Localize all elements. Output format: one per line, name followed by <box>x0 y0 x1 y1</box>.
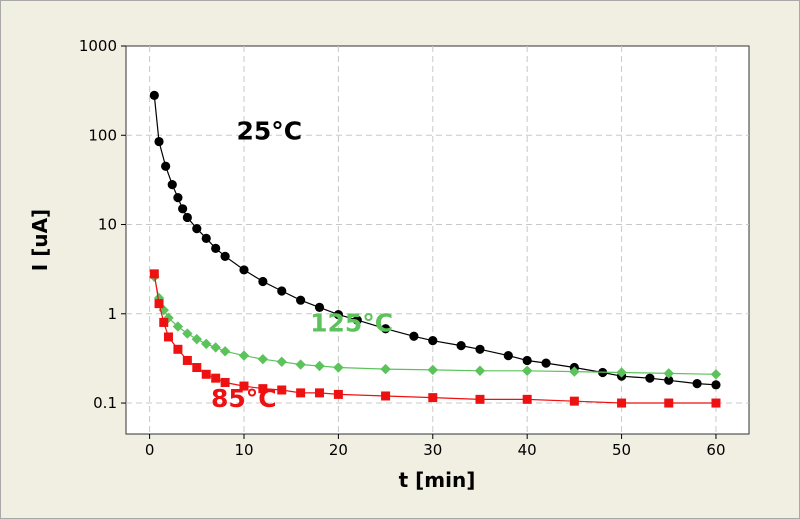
data-point <box>456 341 466 351</box>
data-point <box>220 377 230 387</box>
data-point <box>182 212 192 223</box>
data-point <box>616 367 627 378</box>
data-point <box>239 381 249 391</box>
data-point <box>154 136 164 147</box>
data-point <box>522 355 532 366</box>
axes: 0 10 20 30 40 50 60 1000 100 10 1 0.1 <box>79 37 726 459</box>
data-point <box>541 358 551 368</box>
data-point <box>173 193 183 203</box>
data-point <box>710 369 722 380</box>
data-point <box>333 309 343 320</box>
data-point <box>428 336 438 346</box>
series-85c <box>149 269 721 408</box>
data-point <box>380 363 391 375</box>
data-point <box>409 331 419 341</box>
series-125c <box>149 271 722 380</box>
data-point <box>296 388 306 398</box>
data-point <box>381 391 391 401</box>
data-point <box>333 362 344 373</box>
data-point <box>154 299 164 309</box>
data-point <box>173 344 183 354</box>
data-point <box>333 389 343 399</box>
data-point <box>178 204 188 214</box>
data-point <box>664 398 674 408</box>
data-point <box>182 355 192 365</box>
data-point <box>314 302 325 312</box>
x-axis-title: t [min] <box>399 468 476 492</box>
data-point <box>475 394 485 404</box>
data-point <box>569 366 580 377</box>
series-25c <box>149 90 721 390</box>
x-tick-label: 20 <box>329 441 348 459</box>
data-point <box>296 295 306 305</box>
x-tick-label: 10 <box>234 441 253 459</box>
data-point <box>427 364 438 376</box>
series-layer <box>149 90 722 408</box>
data-point <box>352 315 362 325</box>
data-point <box>664 375 674 385</box>
data-point <box>211 373 221 383</box>
data-point <box>276 356 287 367</box>
data-point <box>277 385 287 395</box>
data-point <box>172 321 184 332</box>
data-point <box>192 224 202 234</box>
data-point <box>711 380 721 390</box>
data-point <box>219 346 231 357</box>
data-point <box>645 373 655 383</box>
data-point <box>257 353 269 365</box>
data-point <box>295 359 306 370</box>
series-label: 85°C <box>211 384 277 413</box>
data-point <box>167 180 177 190</box>
data-point <box>503 351 513 361</box>
data-point <box>211 243 221 254</box>
data-point <box>201 369 211 379</box>
data-point <box>258 276 268 287</box>
data-point <box>149 269 159 279</box>
data-point <box>191 333 202 345</box>
data-point <box>569 396 579 406</box>
data-point <box>163 332 173 342</box>
data-point <box>314 360 325 372</box>
y-tick-label: 0.1 <box>93 394 117 412</box>
data-point <box>380 324 391 334</box>
data-point <box>475 344 485 354</box>
plot-area <box>125 45 750 435</box>
data-point <box>238 350 250 361</box>
x-tick-label: 40 <box>518 441 537 459</box>
data-point <box>192 363 202 373</box>
x-tick-label: 0 <box>145 441 155 459</box>
data-point <box>692 379 702 389</box>
y-axis-title: I [uA] <box>28 209 52 271</box>
annotation-layer: 25°C 125°C 85°C <box>211 116 393 413</box>
data-point <box>522 394 532 404</box>
y-tick-label: 1000 <box>79 37 117 55</box>
data-point <box>428 393 438 403</box>
data-point <box>663 368 674 379</box>
x-tick-label: 50 <box>612 441 631 459</box>
y-tick-label: 10 <box>98 216 117 234</box>
y-tick-label: 1 <box>107 305 117 323</box>
data-point <box>182 328 193 339</box>
data-point <box>521 365 533 376</box>
series-label: 125°C <box>310 309 393 338</box>
series-label: 25°C <box>236 116 302 145</box>
data-point <box>220 251 230 261</box>
x-tick-label: 30 <box>423 441 442 459</box>
data-point <box>201 338 212 350</box>
y-tick-label: 100 <box>88 126 117 144</box>
data-point <box>711 398 721 408</box>
data-point <box>201 233 211 243</box>
data-point <box>315 388 325 398</box>
data-point <box>277 286 287 296</box>
data-point <box>617 398 627 408</box>
data-point <box>149 90 159 100</box>
data-point <box>474 365 486 376</box>
x-tick-label: 60 <box>706 441 725 459</box>
data-point <box>239 265 249 275</box>
data-point <box>159 317 169 327</box>
data-point <box>258 384 268 394</box>
data-point <box>161 161 171 171</box>
data-point <box>210 342 221 353</box>
